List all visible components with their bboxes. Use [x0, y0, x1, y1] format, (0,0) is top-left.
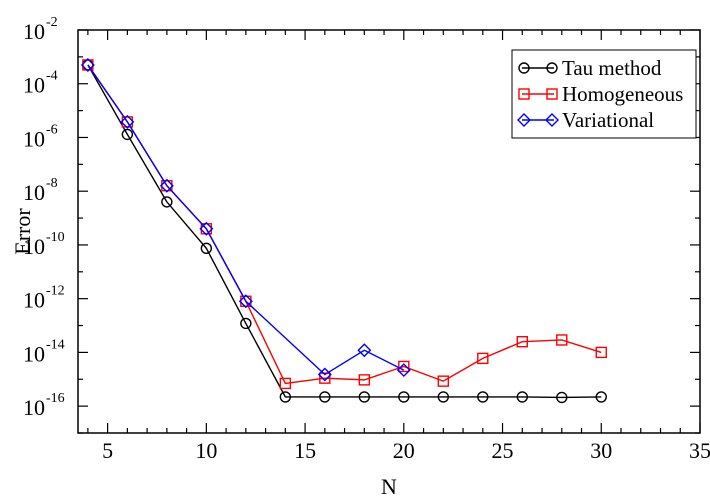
- legend-item: Variational: [517, 108, 654, 132]
- data-point: [398, 391, 410, 403]
- y-tick-label-exponent: -6: [46, 122, 58, 137]
- data-point: [595, 391, 607, 403]
- x-axis-label: N: [381, 474, 397, 496]
- data-point: [80, 57, 95, 72]
- data-point: [200, 223, 213, 235]
- data-point: [595, 346, 607, 359]
- x-tick-label: 10: [195, 438, 217, 463]
- y-tick-label-base: 10: [23, 73, 45, 98]
- y-axis-label: Error: [10, 208, 35, 255]
- data-point: [398, 360, 410, 373]
- data-point: [358, 374, 371, 386]
- legend-marker: [518, 62, 530, 74]
- x-tick-label: 25: [492, 438, 514, 463]
- x-tick-label: 15: [294, 438, 316, 463]
- data-point: [357, 343, 372, 358]
- data-point: [161, 180, 173, 192]
- y-tick-label-base: 10: [23, 395, 45, 420]
- data-point: [240, 295, 252, 307]
- legend-marker: [518, 88, 530, 100]
- data-point: [556, 391, 568, 404]
- series-line: [87, 64, 602, 399]
- data-point: [238, 294, 253, 309]
- y-tick-label-base: 10: [23, 234, 45, 259]
- x-tick-label: 35: [689, 438, 710, 463]
- y-tick-label-base: 10: [23, 288, 45, 313]
- data-point: [358, 391, 371, 403]
- x-tick-label: 5: [102, 438, 113, 463]
- legend-marker: [546, 62, 558, 74]
- data-point: [240, 317, 252, 330]
- x-tick-label: 30: [590, 438, 612, 463]
- series-line: [87, 64, 405, 376]
- data-point: [82, 59, 94, 71]
- y-tick-label-base: 10: [23, 126, 45, 151]
- data-point: [121, 128, 134, 141]
- y-tick-label-exponent: -4: [46, 69, 58, 84]
- data-point: [120, 114, 135, 129]
- x-tick-label: 20: [393, 438, 415, 463]
- data-point: [159, 178, 174, 193]
- y-tick-label-exponent: -16: [46, 391, 65, 406]
- y-tick-label-exponent: -14: [46, 337, 65, 352]
- legend-marker: [517, 113, 531, 127]
- legend-label: Homogeneous: [562, 82, 683, 106]
- legend-item: Tau method: [518, 56, 662, 80]
- y-tick-label-base: 10: [23, 19, 45, 44]
- data-point: [121, 116, 134, 128]
- y-tick-label-base: 10: [23, 180, 45, 205]
- data-point: [437, 391, 450, 403]
- data-point: [477, 391, 489, 403]
- data-point: [279, 391, 292, 403]
- data-point: [477, 352, 489, 365]
- data-point: [199, 221, 214, 236]
- legend-marker: [546, 88, 558, 100]
- data-point: [516, 391, 528, 403]
- series-layer: [80, 57, 607, 404]
- y-tick-label-base: 10: [23, 341, 45, 366]
- data-point: [200, 242, 213, 254]
- legend-marker: [545, 113, 559, 127]
- data-point: [437, 375, 450, 387]
- data-point: [317, 367, 332, 382]
- plot-frame: [77, 29, 701, 434]
- legend-label: Variational: [562, 108, 654, 132]
- data-point: [161, 196, 173, 208]
- data-point: [279, 377, 292, 390]
- data-point: [516, 336, 528, 348]
- data-point: [556, 334, 568, 346]
- y-tick-label-exponent: -12: [46, 284, 65, 299]
- data-point: [319, 391, 331, 403]
- y-tick-label-exponent: -2: [46, 15, 58, 30]
- data-point: [319, 372, 331, 384]
- y-tick-label-exponent: -10: [46, 230, 65, 245]
- y-tick-label-exponent: -8: [46, 176, 58, 191]
- legend-item: Homogeneous: [518, 82, 683, 106]
- legend-label: Tau method: [562, 56, 662, 80]
- series-diamond: [80, 57, 411, 382]
- data-point: [396, 363, 411, 378]
